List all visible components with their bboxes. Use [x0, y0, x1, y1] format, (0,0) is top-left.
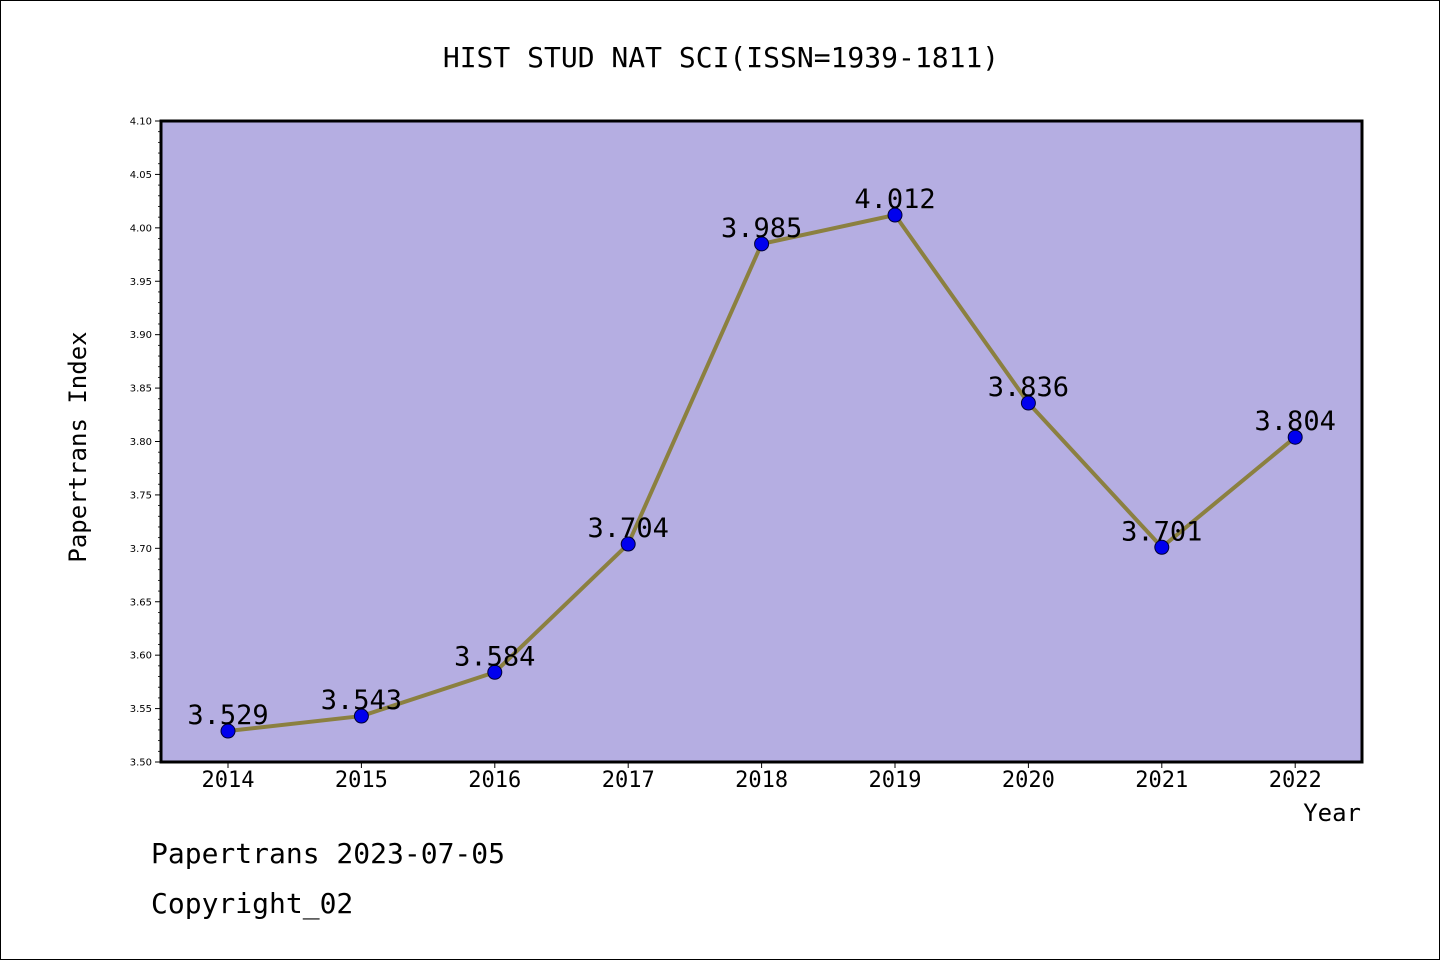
x-tick-label: 2017: [602, 768, 655, 793]
y-tick-label: 3.80: [130, 437, 152, 448]
data-label: 3.836: [988, 372, 1069, 403]
y-tick-label: 3.65: [130, 597, 152, 608]
data-label: 3.985: [721, 213, 802, 244]
data-label: 3.704: [588, 513, 669, 544]
y-tick-label: 3.70: [130, 544, 152, 555]
x-tick-label: 2021: [1135, 768, 1188, 793]
x-tick-label: 2015: [335, 768, 388, 793]
data-point: [1154, 539, 1170, 555]
y-tick-label: 4.10: [130, 117, 152, 128]
footer-date: Papertrans 2023-07-05: [151, 837, 506, 870]
x-tick-label: 2019: [869, 768, 922, 793]
data-point: [220, 723, 236, 739]
x-tick-label: 2022: [1269, 768, 1322, 793]
data-series: 3.529 3.543 3.584 3.704 3.985 4.012 3.836 3.701…: [187, 184, 1336, 739]
x-axis-label: Year: [1303, 799, 1361, 827]
data-point: [353, 708, 369, 724]
plot-area: [159, 119, 1364, 764]
x-tick-label: 2020: [1002, 768, 1055, 793]
x-tick-label: 2016: [468, 768, 521, 793]
x-tick-label: 2014: [202, 768, 255, 793]
y-tick-label: 3.95: [130, 277, 152, 288]
data-point: [487, 664, 503, 680]
y-tick-label: 4.00: [130, 223, 152, 234]
chart-title: HIST STUD NAT SCI(ISSN=1939-1811): [443, 41, 999, 74]
data-label: 3.529: [187, 700, 268, 731]
y-tick-label: 3.90: [130, 330, 152, 341]
data-label: 4.012: [854, 184, 935, 215]
data-point: [1020, 395, 1036, 411]
data-label: 3.543: [321, 685, 402, 716]
y-axis: 3.50 3.55 3.60 3.65 3.70 3.75 3.80 3.85 3.90 3.95…: [130, 117, 161, 769]
footer-copyright: Copyright_02: [151, 887, 354, 920]
x-axis: 2014 2015 2016 2017 2018 2019 2020 2021 2022: [202, 762, 1322, 793]
y-tick-label: 3.75: [130, 490, 152, 501]
y-tick-label: 3.85: [130, 384, 152, 395]
data-label: 3.701: [1121, 516, 1202, 547]
y-tick-label: 3.55: [130, 704, 152, 715]
data-point: [754, 236, 770, 252]
data-label: 3.804: [1255, 406, 1336, 437]
y-tick-label: 3.50: [130, 758, 152, 769]
data-label: 3.584: [454, 641, 535, 672]
y-tick-label: 4.05: [130, 170, 152, 181]
y-axis-label: Papertrans Index: [64, 331, 92, 562]
data-point: [887, 207, 903, 223]
data-point: [1287, 429, 1303, 445]
x-tick-label: 2018: [735, 768, 788, 793]
data-point: [620, 536, 636, 552]
y-tick-label: 3.60: [130, 651, 152, 662]
